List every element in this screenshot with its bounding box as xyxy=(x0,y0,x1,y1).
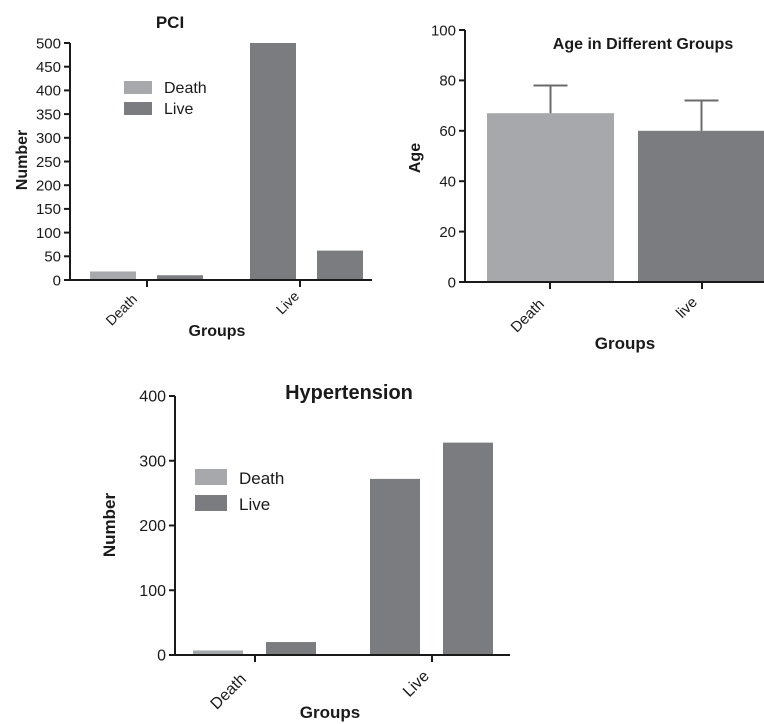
x-axis-label: Groups xyxy=(189,323,246,340)
x-axis-label: Groups xyxy=(300,703,360,722)
chart-title: Hypertension xyxy=(285,382,413,404)
bar-death xyxy=(487,113,614,282)
y-tick-label: 100 xyxy=(431,22,456,39)
bar-live xyxy=(638,130,764,282)
y-tick-label: 80 xyxy=(439,73,456,90)
y-tick-label: 50 xyxy=(44,249,61,266)
legend-swatch xyxy=(124,102,152,115)
chart-pci: PCI Number Groups 0 50 100 150 200 250 300 350 400 4… xyxy=(14,13,372,340)
bar-death xyxy=(266,642,316,655)
legend-label: Death xyxy=(164,80,207,97)
bar-live xyxy=(317,250,363,280)
bar-death xyxy=(193,650,243,655)
legend-swatch xyxy=(195,495,227,511)
bar-live xyxy=(250,43,296,280)
y-tick-label: 0 xyxy=(53,272,61,289)
y-axis-label: Age xyxy=(407,143,424,173)
y-tick-label: 300 xyxy=(36,130,61,147)
y-tick-label: 300 xyxy=(139,453,166,470)
y-tick-label: 400 xyxy=(139,389,166,406)
y-tick-label: 100 xyxy=(139,583,166,600)
x-tick-label: Live xyxy=(273,288,303,318)
x-tick-label: Death xyxy=(508,296,548,336)
y-tick-label: 250 xyxy=(36,154,61,171)
x-tick-label: Death xyxy=(102,291,140,329)
y-axis-label: Number xyxy=(100,493,119,558)
y-tick-label: 60 xyxy=(439,123,456,140)
y-tick-label: 150 xyxy=(36,201,61,218)
y-tick-label: 450 xyxy=(36,59,61,76)
y-tick-label: 350 xyxy=(36,106,61,123)
y-tick-label: 100 xyxy=(36,225,61,242)
y-tick-label: 20 xyxy=(439,224,456,241)
legend-swatch xyxy=(124,81,152,94)
y-tick-label: 200 xyxy=(36,177,61,194)
legend-swatch xyxy=(195,469,227,485)
bar-live xyxy=(443,442,493,655)
chart-title: Age in Different Groups xyxy=(553,36,734,53)
bar-death xyxy=(157,275,203,280)
y-axis-label: Number xyxy=(14,130,31,190)
legend-label: Live xyxy=(239,495,270,514)
chart-title: PCI xyxy=(156,13,184,32)
x-tick-label: Live xyxy=(400,668,433,701)
legend-label: Death xyxy=(239,469,284,488)
legend: Death Live xyxy=(124,80,207,118)
chart-age: Age in Different Groups Age Groups 0 20 40 60 8… xyxy=(407,22,764,353)
y-tick-label: 0 xyxy=(157,648,166,665)
x-axis-label: Groups xyxy=(595,334,655,353)
legend: Death Live xyxy=(195,469,284,514)
bar-death xyxy=(90,271,136,280)
x-tick-label: Death xyxy=(208,671,250,713)
y-tick-label: 200 xyxy=(139,518,166,535)
chart-hypertension: Hypertension Number Groups 0 100 200 300 400 Dea… xyxy=(100,382,510,722)
y-tick-label: 500 xyxy=(36,35,61,52)
legend-label: Live xyxy=(164,101,193,118)
y-tick-label: 0 xyxy=(448,274,456,291)
bar-live xyxy=(370,478,420,655)
x-tick-label: live xyxy=(673,294,701,322)
y-tick-label: 400 xyxy=(36,83,61,100)
y-tick-label: 40 xyxy=(439,173,456,190)
